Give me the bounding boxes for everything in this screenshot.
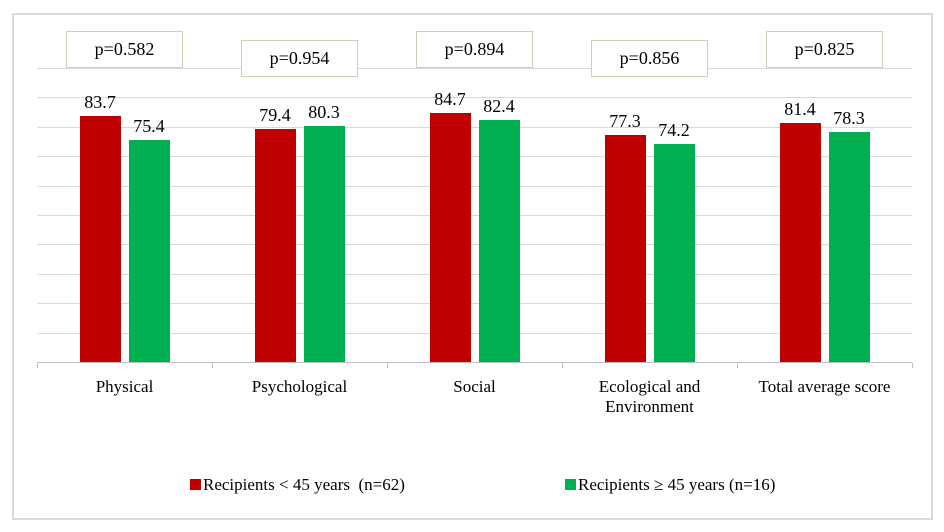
gridline [37, 273, 912, 275]
x-axis-tick [212, 363, 213, 368]
bar-value-label: 80.3 [308, 101, 340, 122]
gridline [37, 185, 912, 187]
x-axis-tick [737, 363, 738, 368]
category-label: Total average score [758, 377, 891, 396]
bar-recipients-under-45 [604, 134, 646, 362]
gridline [37, 215, 912, 216]
category-label: Social [453, 377, 496, 396]
bar-recipients-under-45 [429, 112, 471, 362]
bar-recipients-under-45 [254, 128, 296, 362]
legend-item-recipients-under-45: Recipients < 45 years (n=62) [190, 474, 405, 495]
gridline [37, 156, 912, 158]
p-value-box: p=0.825 [766, 31, 883, 68]
bar-recipients-under-45 [79, 115, 121, 362]
legend: Recipients < 45 years (n=62) Recipients … [0, 471, 944, 501]
legend-item-recipients-45-plus: Recipients ≥ 45 years (n=16) [565, 474, 775, 495]
bar-recipients-under-45 [779, 122, 821, 362]
gridline [37, 332, 912, 334]
p-value-box: p=0.894 [416, 31, 533, 68]
bar-value-label: 75.4 [133, 116, 165, 137]
bar-value-label: 83.7 [84, 91, 116, 112]
category-label: Ecological and Environment [598, 377, 701, 416]
bar-value-label: 79.4 [259, 104, 291, 125]
category-label: Psychological [251, 377, 348, 396]
p-value-box: p=0.582 [66, 31, 183, 68]
gridline [37, 303, 912, 305]
legend-label: Recipients ≥ 45 years (n=16) [578, 475, 776, 494]
bar-value-label: 82.4 [483, 95, 515, 116]
legend-swatch-red [190, 479, 201, 490]
category-label: Physical [95, 377, 154, 396]
legend-swatch-green [565, 479, 576, 490]
bar-value-label: 81.4 [784, 98, 816, 119]
x-axis-line [37, 362, 912, 363]
bar-recipients-45-plus [653, 143, 695, 362]
x-axis-tick [912, 363, 913, 368]
p-value-box: p=0.856 [591, 40, 708, 77]
x-axis-tick [562, 363, 563, 368]
legend-label: Recipients < 45 years (n=62) [203, 475, 405, 494]
bar-recipients-45-plus [828, 131, 870, 362]
bar-value-label: 77.3 [609, 110, 641, 131]
bar-value-label: 84.7 [434, 88, 466, 109]
bar-value-label: 78.3 [833, 107, 865, 128]
bar-value-label: 74.2 [658, 119, 690, 140]
bar-recipients-45-plus [478, 119, 520, 362]
p-value-box: p=0.954 [241, 40, 358, 77]
gridline [37, 97, 912, 99]
gridline [37, 126, 912, 128]
x-axis-tick [387, 363, 388, 368]
gridline [37, 68, 912, 69]
x-axis-tick [37, 363, 38, 368]
bar-recipients-45-plus [303, 125, 345, 362]
bar-recipients-45-plus [128, 140, 170, 362]
gridline [37, 244, 912, 246]
